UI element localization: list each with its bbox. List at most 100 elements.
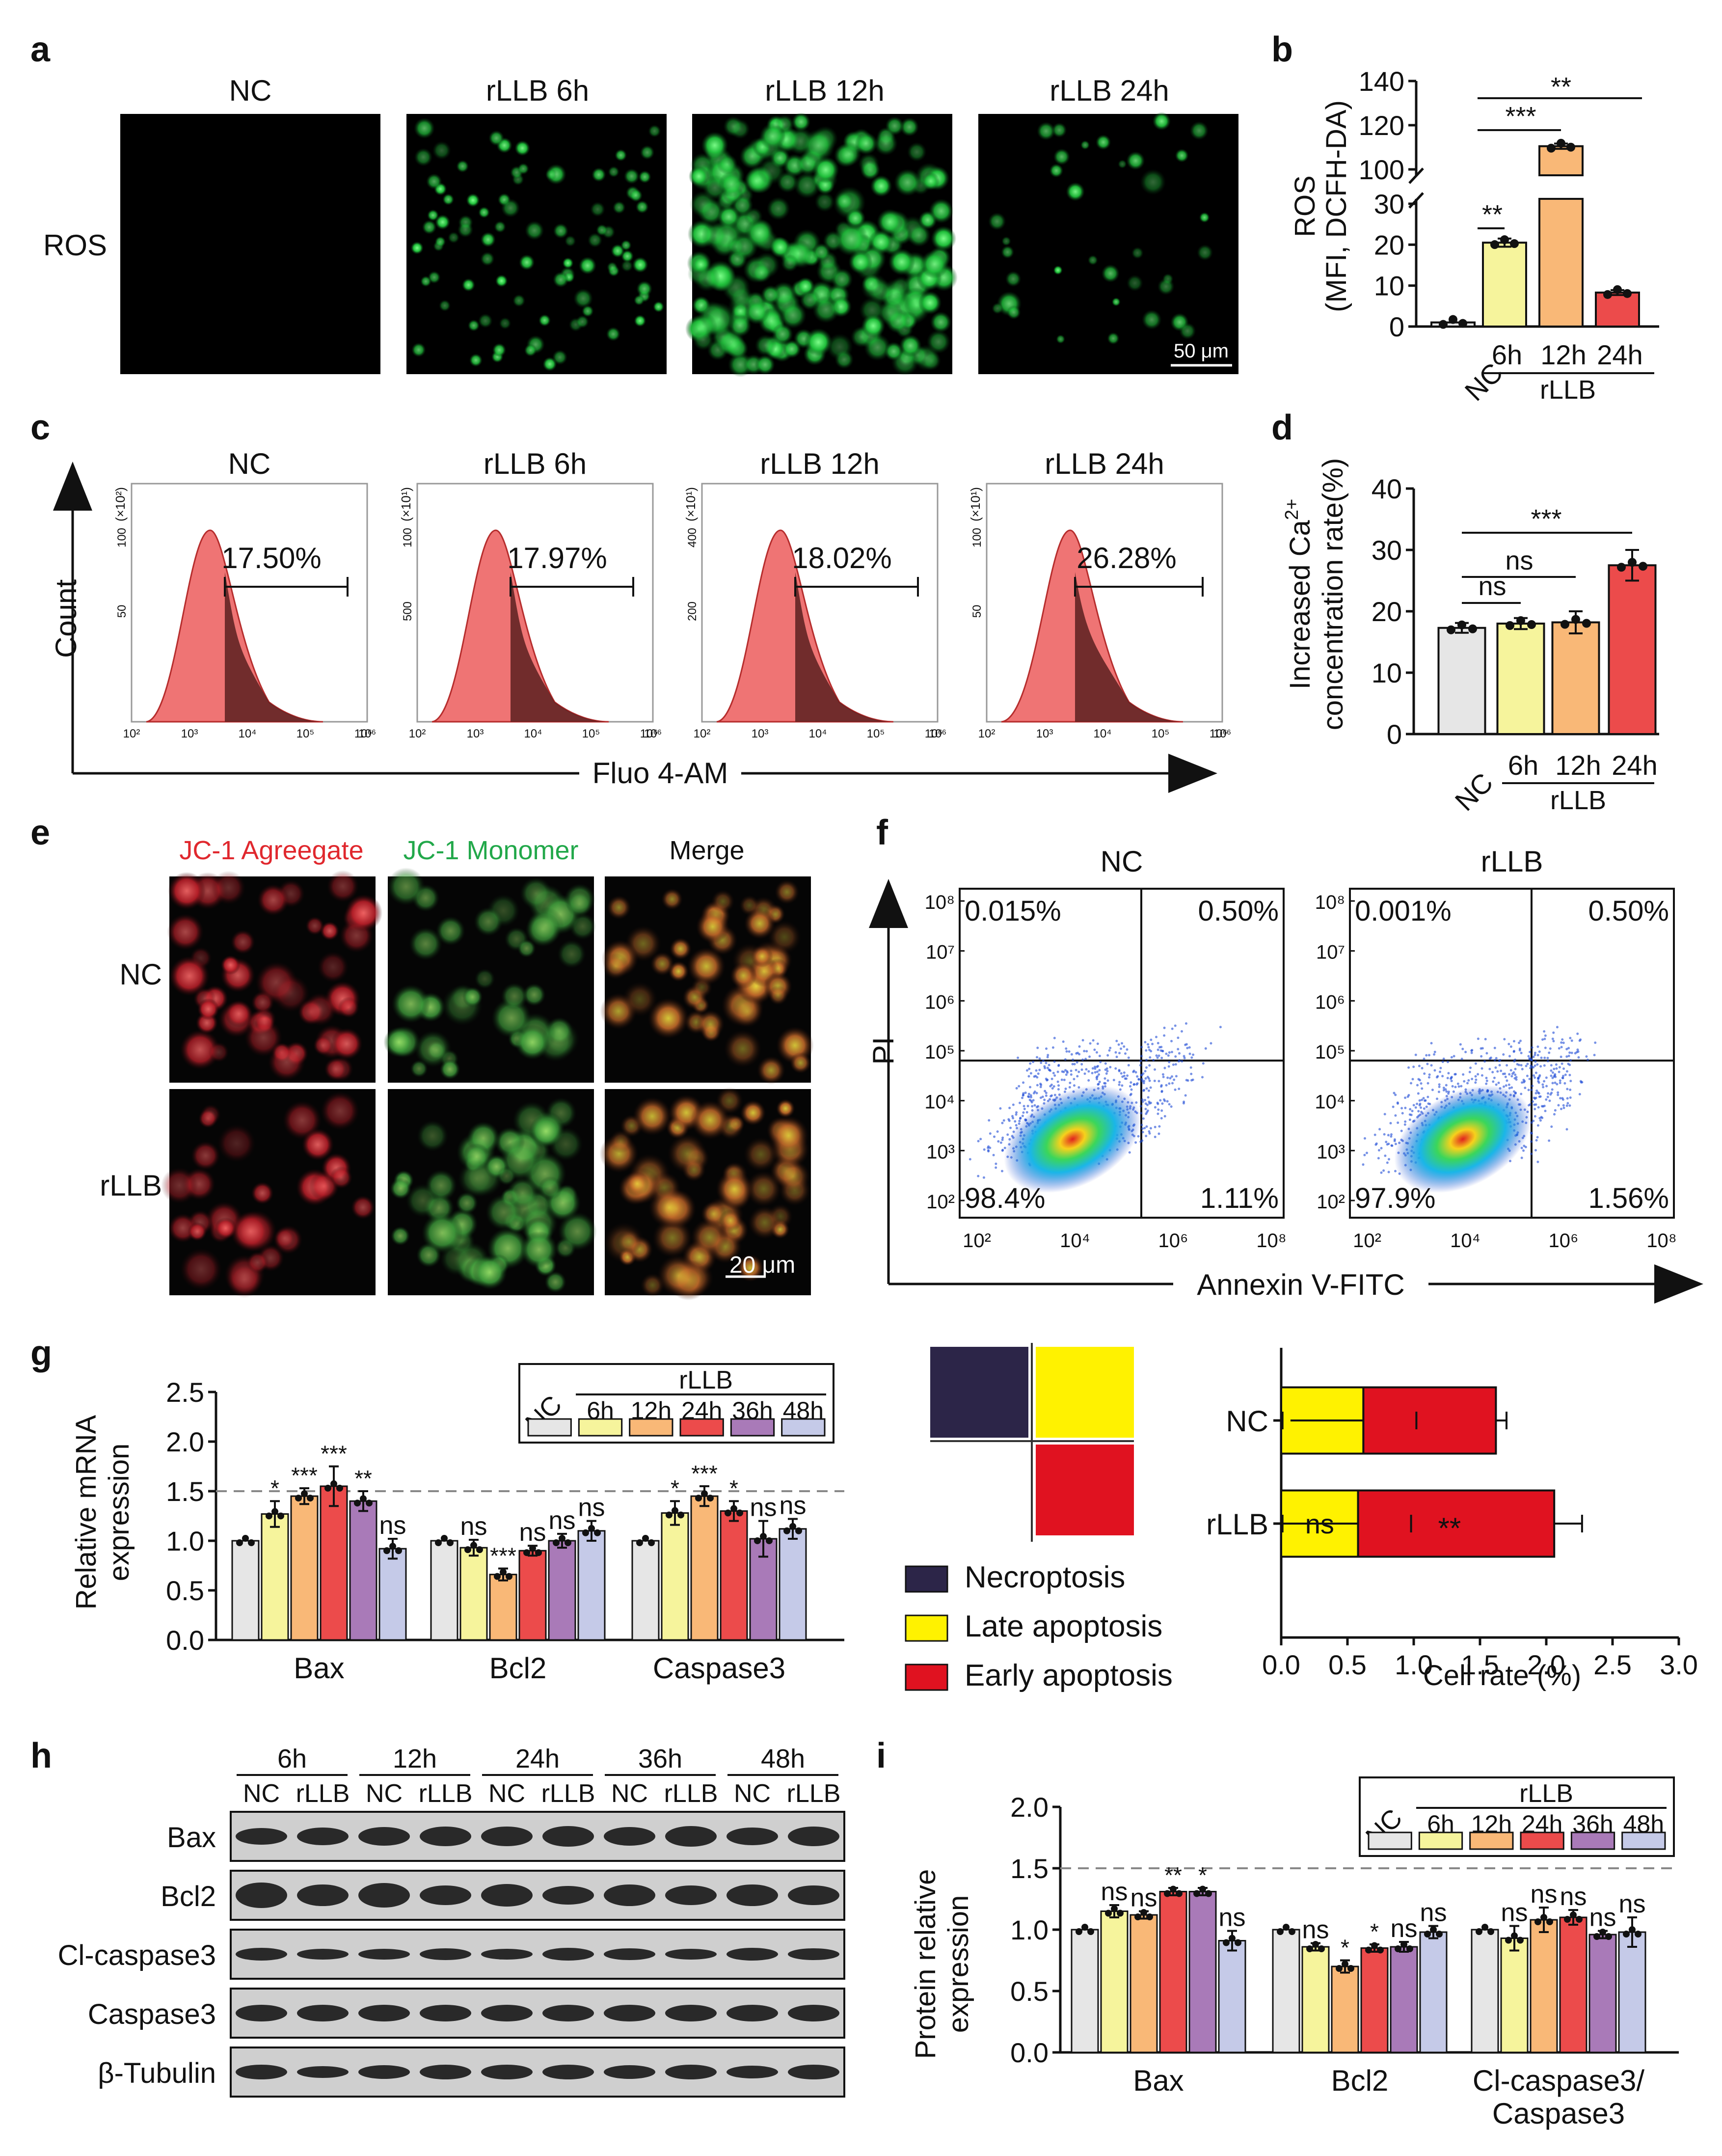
jc1-cell-spot xyxy=(421,1212,463,1254)
panel-f-event xyxy=(1426,1095,1429,1098)
panel-g-dot xyxy=(242,1535,249,1542)
panel-f-event xyxy=(1536,1124,1539,1127)
panel-d-ytick-label: 0 xyxy=(1387,719,1402,750)
panel-f-event xyxy=(1558,1070,1561,1073)
panel-f-event xyxy=(1024,1092,1027,1094)
panel-f-event xyxy=(1152,1059,1155,1062)
panel-f-event xyxy=(1166,1100,1169,1103)
ros-cell-spot xyxy=(884,342,904,361)
panel-c-xtick-label: 10² xyxy=(978,727,996,740)
panel-h-time-label: 24h xyxy=(515,1744,560,1774)
panel-d-bar xyxy=(1608,564,1657,735)
panel-f-event xyxy=(1041,1095,1044,1098)
panel-h-band xyxy=(297,1949,349,1960)
panel-f-quadrant-ul: 0.015% xyxy=(965,895,1061,927)
ros-cell-spot xyxy=(1107,332,1120,345)
panel-b-ytick-label: 20 xyxy=(1374,229,1404,260)
panel-f-event xyxy=(1092,1039,1095,1042)
ros-cell-spot xyxy=(1080,140,1090,150)
panel-c-xtick-label: 10³ xyxy=(752,727,769,740)
panel-f-event xyxy=(1417,1110,1420,1113)
panel-f-event xyxy=(1387,1134,1390,1137)
panel-f-event xyxy=(1127,1064,1130,1067)
ros-cell-spot xyxy=(492,343,507,357)
panel-f-event xyxy=(1145,1135,1148,1138)
panel-f-event xyxy=(1441,1075,1444,1078)
panel-g-legend-group: rLLB xyxy=(679,1366,733,1394)
panel-f-event xyxy=(1140,1074,1143,1077)
panel-g-dot xyxy=(666,1511,673,1519)
panel-f-event xyxy=(1569,1059,1572,1062)
jc1-cell-spot xyxy=(211,871,246,905)
panel-g-dot xyxy=(307,1495,314,1502)
panel-f-event xyxy=(1387,1171,1390,1174)
jc1-cell-spot xyxy=(383,1026,415,1058)
panel-f-event xyxy=(1568,1073,1571,1076)
panel-f-event xyxy=(1530,1140,1533,1143)
panel-c-title: rLLB 12h xyxy=(760,447,880,480)
panel-f-event xyxy=(1480,1067,1483,1070)
ros-cell-spot xyxy=(772,323,793,345)
jc1-cell-spot xyxy=(669,937,692,960)
jc1-cell-spot xyxy=(161,1167,198,1204)
panel-h-band xyxy=(297,1828,349,1845)
panel-g-legend-swatch xyxy=(578,1418,623,1437)
panel-f-event xyxy=(1144,1108,1147,1111)
panel-f-event xyxy=(1159,1099,1162,1102)
panel-f-event xyxy=(1529,1051,1532,1054)
panel-f-event xyxy=(1144,1040,1147,1043)
panel-f-event xyxy=(1046,1079,1049,1082)
ros-cell-spot xyxy=(907,142,927,162)
panel-d-ytick-label: 20 xyxy=(1372,596,1402,627)
ros-cell-spot xyxy=(499,317,511,330)
jc1-cell-spot xyxy=(529,1114,563,1148)
panel-f-event xyxy=(1550,1125,1553,1128)
jc1-cell-spot xyxy=(271,974,310,1012)
panel-f-event xyxy=(1157,1042,1159,1045)
panel-f-event xyxy=(1046,1066,1049,1069)
jc1-cell-spot xyxy=(514,1025,550,1060)
panel-f-event xyxy=(1065,1047,1068,1050)
jc1-cell-spot xyxy=(776,1099,795,1119)
panel-f-event xyxy=(1510,1075,1513,1078)
ros-cell-spot xyxy=(545,168,557,181)
panel-b-bar-top xyxy=(1538,145,1584,176)
panel-f-event xyxy=(1380,1171,1383,1174)
panel-h-band xyxy=(481,1884,533,1907)
panel-f-event xyxy=(1377,1149,1380,1152)
ros-cell-spot xyxy=(1141,309,1162,330)
panel-f-event xyxy=(996,1130,999,1133)
jc1-cell-spot xyxy=(497,1166,516,1186)
panel-f-event xyxy=(1161,1073,1164,1076)
panel-f-event xyxy=(969,1158,971,1161)
panel-f-event xyxy=(1546,1095,1549,1098)
panel-f-event xyxy=(1412,1104,1415,1107)
panel-f-event xyxy=(1403,1123,1406,1126)
jc1-cell-spot xyxy=(522,983,546,1007)
panel-f-event xyxy=(1422,1097,1425,1100)
panel-f-event xyxy=(1495,1083,1498,1086)
panel-h-band xyxy=(297,1884,349,1906)
panel-f-event xyxy=(1080,1068,1083,1071)
panel-d-xlabel: 6h xyxy=(1508,750,1538,781)
legend-label-late: Late apoptosis xyxy=(965,1610,1162,1643)
panel-f-event xyxy=(1385,1141,1388,1144)
panel-f-event xyxy=(1514,1067,1517,1070)
panel-f-event xyxy=(1119,1047,1122,1050)
panel-f-event xyxy=(1160,1084,1163,1087)
panel-f-bar-xtick-label: 0.5 xyxy=(1328,1649,1367,1680)
panel-letter-h: h xyxy=(30,1736,52,1775)
panel-g-dot xyxy=(529,1545,536,1552)
ros-cell-spot xyxy=(1140,169,1166,195)
panel-a: a NC rLLB 6h rLLB 12h rLLB 24h ROS 50 μm xyxy=(30,30,1238,378)
panel-f-event xyxy=(1567,1047,1570,1050)
jc1-cell-spot xyxy=(338,997,360,1018)
panel-f-xtick-label: 10² xyxy=(1353,1230,1381,1252)
panel-b-ytick-label: 140 xyxy=(1359,66,1404,97)
panel-g-significance: ns xyxy=(750,1494,777,1522)
panel-i-bar xyxy=(1272,1929,1300,2053)
panel-f-event xyxy=(1112,1079,1115,1082)
panel-f-event xyxy=(1170,1051,1173,1054)
panel-f-event xyxy=(1559,1081,1561,1084)
ros-cell-spot xyxy=(653,301,665,313)
